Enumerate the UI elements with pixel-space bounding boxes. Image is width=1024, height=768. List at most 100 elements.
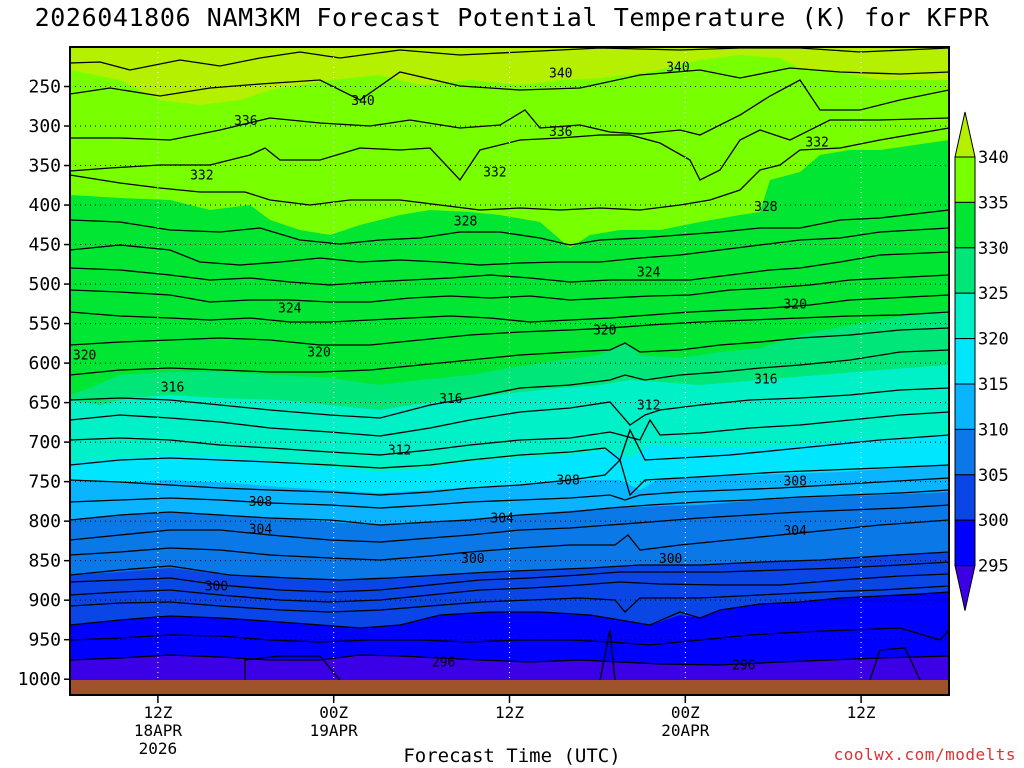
colorbar-label: 310 [978, 420, 1009, 440]
isentrope-line [70, 411, 949, 456]
isentrope-line [70, 489, 949, 526]
y-tick-label: 500 [28, 274, 61, 295]
y-tick-label: 550 [28, 314, 61, 335]
fill-band-300 [70, 592, 949, 680]
colorbar-segment [954, 428, 976, 476]
x-tick-label: 12Z [143, 703, 172, 722]
contour-label: 316 [754, 372, 777, 387]
colorbar-label: 315 [978, 375, 1009, 395]
plot-area: 340 340 340 336 336 332 332 332 328 328 324 324 320 3… [70, 47, 949, 680]
colorbar-label: 305 [978, 466, 1009, 486]
y-tick-label: 300 [28, 116, 61, 137]
chart-title: 2026041806 NAM3KM Forecast Potential Tem… [34, 3, 990, 32]
isentrope-line [70, 551, 949, 581]
colorbar-segment [954, 201, 976, 249]
contour-label: 320 [783, 297, 806, 312]
isentrope-line [70, 349, 949, 419]
y-axis: 250 300 350 400 450 500 550 600 650 700 750 800 850 9… [18, 77, 70, 690]
terrain-ground [70, 680, 949, 695]
isentrope-line [70, 251, 949, 286]
contour-labels: 340 340 340 336 336 332 332 332 328 328 324 324 320 3… [73, 60, 829, 673]
contour-label: 340 [351, 94, 374, 109]
contour-label: 340 [549, 67, 572, 82]
colorbar-segment [954, 383, 976, 430]
contour-label: 328 [454, 214, 477, 229]
isentrope-line [70, 654, 949, 666]
colorbar-label: 320 [978, 330, 1009, 350]
isentrope-line [70, 504, 949, 543]
y-tick-label: 400 [28, 195, 61, 216]
y-tick-label: 350 [28, 156, 61, 177]
y-tick-label: 900 [28, 590, 61, 611]
y-tick-label: 800 [28, 511, 61, 532]
contour-label: 304 [490, 511, 514, 526]
x-tick-label: 12Z [847, 703, 876, 722]
contour-label: 312 [388, 444, 411, 459]
isentrope-line [70, 227, 949, 266]
isentrope-line [70, 458, 949, 497]
contour-label: 300 [205, 579, 228, 594]
contour-label: 304 [783, 524, 807, 539]
isentrope-line [70, 327, 949, 376]
contour-label: 320 [307, 346, 330, 361]
colorbar-label: 335 [978, 193, 1009, 213]
colorbar-segment [954, 292, 976, 340]
isentrope-line [70, 591, 949, 629]
contour-label: 320 [73, 349, 96, 364]
y-tick-label: 850 [28, 551, 61, 572]
colorbar-top-arrow [954, 111, 976, 158]
isentrope-line [869, 647, 921, 680]
contour-label: 312 [637, 398, 660, 413]
isentrope-line [70, 428, 949, 469]
contour-label: 340 [666, 60, 689, 75]
colorbar-segment [954, 338, 976, 385]
contour-label: 308 [556, 474, 579, 489]
credit-link[interactable]: coolwx.com/modelts [833, 745, 1016, 764]
isentrope-line [70, 67, 949, 101]
colorbar-bottom-arrow [954, 565, 976, 611]
y-tick-label: 700 [28, 432, 61, 453]
grid-lines [70, 47, 949, 680]
contour-label: 336 [234, 114, 257, 129]
contour-label: 332 [190, 169, 213, 184]
contour-label: 324 [637, 266, 661, 281]
x-tick-label: 00Z [671, 703, 700, 722]
colorbar-label: 295 [978, 557, 1009, 577]
isentrope-line [70, 477, 949, 509]
contour-label: 316 [161, 380, 184, 395]
contour-label: 300 [659, 552, 682, 567]
isentrope-line [70, 127, 949, 211]
contour-label: 336 [549, 125, 572, 140]
isentrope-line [70, 117, 949, 182]
contour-label: 296 [432, 655, 455, 670]
colorbar-label: 330 [978, 239, 1009, 259]
contour-label: 308 [249, 495, 272, 510]
x-tick-label: 18APR [134, 721, 183, 740]
isentrope-line [70, 294, 949, 323]
contour-label: 332 [805, 135, 828, 150]
colorbar-segment [954, 156, 976, 203]
x-tick-label: 19APR [310, 721, 359, 740]
colorbar: 340 335 330 325 320 315 310 305 300 295 [954, 111, 1009, 611]
isentrope-line [70, 387, 949, 437]
colorbar-segment [954, 519, 976, 567]
contour-label: 296 [732, 658, 755, 673]
y-tick-label: 250 [28, 77, 61, 98]
isentrope-line [70, 561, 949, 593]
y-tick-label: 450 [28, 235, 61, 256]
contour-label: 300 [461, 552, 484, 567]
x-axis-label: Forecast Time (UTC) [403, 745, 621, 767]
contour-label: 324 [278, 301, 302, 316]
contour-label: 328 [754, 200, 777, 215]
colorbar-label: 340 [978, 148, 1009, 168]
y-tick-label: 950 [28, 630, 61, 651]
y-tick-label: 750 [28, 472, 61, 493]
x-tick-label: 12Z [495, 703, 524, 722]
colorbar-segment [954, 474, 976, 521]
contour-label: 316 [439, 392, 462, 407]
contour-label: 320 [593, 323, 616, 338]
y-tick-label: 600 [28, 353, 61, 374]
isentrope-line [70, 519, 949, 561]
